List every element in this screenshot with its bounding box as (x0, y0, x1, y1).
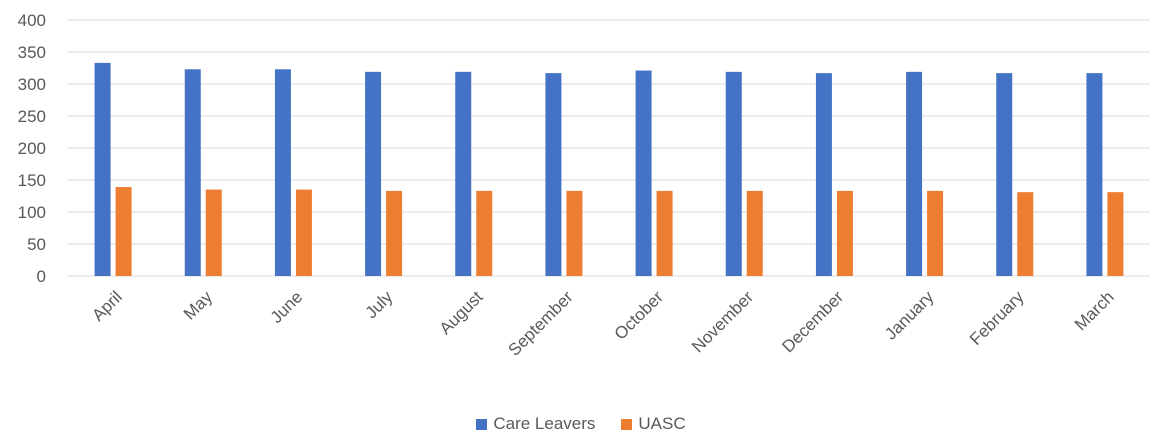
x-tick-label: July (362, 287, 397, 322)
x-tick-label: February (966, 287, 1028, 349)
bar-care-leavers (635, 70, 652, 276)
x-tick-label: September (504, 287, 576, 359)
y-tick-label: 150 (18, 171, 46, 190)
x-tick-label: November (688, 287, 757, 356)
legend-item-care-leavers: Care Leavers (476, 414, 595, 434)
bar-care-leavers (94, 62, 111, 276)
bar-uasc (115, 187, 132, 276)
bar-uasc (1017, 192, 1034, 276)
y-tick-label: 50 (27, 235, 46, 254)
legend-label-care-leavers: Care Leavers (493, 414, 596, 433)
bar-uasc (836, 190, 853, 276)
bar-care-leavers (274, 69, 291, 276)
y-tick-label: 250 (18, 107, 46, 126)
bar-care-leavers (365, 71, 382, 276)
bar-uasc (476, 190, 493, 276)
y-tick-label: 300 (18, 75, 46, 94)
legend-label-uasc: UASC (638, 414, 686, 433)
y-tick-label: 400 (18, 11, 46, 30)
legend-item-uasc: UASC (621, 414, 686, 434)
y-tick-label: 200 (18, 139, 46, 158)
bar-uasc (386, 190, 403, 276)
bar-care-leavers (815, 73, 832, 277)
x-tick-label: December (778, 287, 847, 356)
y-tick-label: 100 (18, 203, 46, 222)
x-tick-label: January (881, 287, 938, 344)
chart-legend: Care Leavers UASC (0, 414, 1162, 434)
x-tick-label: March (1071, 287, 1118, 334)
x-tick-label: April (88, 287, 125, 324)
bar-care-leavers (725, 71, 742, 276)
x-tick-label: October (611, 287, 667, 343)
legend-swatch-uasc (621, 418, 633, 430)
bar-uasc (656, 190, 673, 276)
legend-swatch-care-leavers (476, 418, 488, 430)
bar-care-leavers (1086, 73, 1103, 277)
x-tick-label: August (436, 287, 487, 338)
x-tick-label: May (180, 287, 216, 323)
bar-uasc (746, 190, 763, 276)
bar-care-leavers (455, 71, 472, 276)
bar-uasc (927, 190, 944, 276)
bar-uasc (205, 189, 222, 276)
x-tick-label: June (267, 287, 307, 327)
y-tick-label: 350 (18, 43, 46, 62)
y-tick-label: 0 (37, 267, 46, 286)
bar-care-leavers (545, 73, 562, 277)
bar-uasc (1107, 192, 1124, 276)
bar-care-leavers (184, 69, 201, 276)
bar-chart: 0 50 100 150 200 250 300 350 400 April May June July… (18, 11, 1150, 360)
bar-uasc (566, 190, 583, 276)
bar-uasc (295, 189, 312, 276)
bar-care-leavers (996, 73, 1013, 277)
bar-care-leavers (906, 71, 923, 276)
